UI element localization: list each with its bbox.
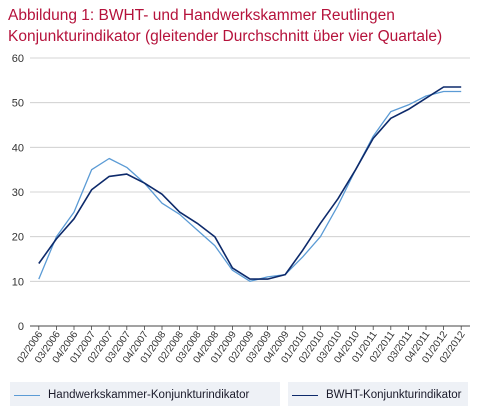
legend-label-bwht: BWHT-Konjunkturindikator bbox=[326, 389, 462, 401]
legend-label-handwerkskammer: Handwerkskammer-Konjunkturindikator bbox=[48, 389, 250, 401]
y-tick-label: 50 bbox=[12, 98, 24, 110]
legend-item-handwerkskammer: Handwerkskammer-Konjunkturindikator bbox=[14, 385, 249, 405]
y-tick-label: 40 bbox=[12, 142, 24, 154]
legend-swatch-bwht bbox=[292, 394, 318, 396]
series-line-handwerkskammer bbox=[38, 90, 462, 282]
chart-title-line1: Abbildung 1: BWHT- und Handwerkskammer R… bbox=[8, 7, 395, 24]
series-line-bwht bbox=[38, 86, 462, 280]
legend-item-bwht: BWHT-Konjunkturindikator bbox=[292, 385, 462, 405]
chart-title: Abbildung 1: BWHT- und Handwerkskammer R… bbox=[8, 5, 476, 47]
y-tick-label: 0 bbox=[18, 321, 24, 333]
legend-item-handwerkskammer-bg bbox=[10, 382, 280, 406]
y-tick-label: 60 bbox=[12, 53, 24, 65]
y-tick-label: 20 bbox=[12, 232, 24, 244]
chart-title-line2: Konjunkturindikator (gleitender Durchsch… bbox=[8, 28, 443, 45]
y-tick-label: 10 bbox=[12, 276, 24, 288]
legend-item-bwht-bg bbox=[288, 382, 468, 406]
y-tick-label: 30 bbox=[12, 187, 24, 199]
legend-swatch-handwerkskammer bbox=[14, 394, 40, 396]
